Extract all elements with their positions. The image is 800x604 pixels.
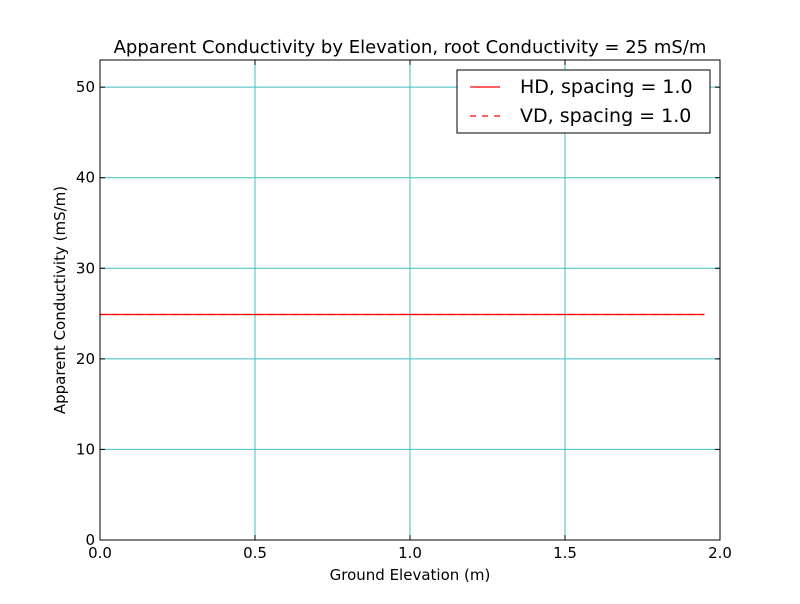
x-tick-label-1: 0.5 bbox=[243, 544, 267, 562]
axis-ticks: 0.0 0.5 1.0 1.5 2.0 0 10 20 30 40 50 bbox=[76, 60, 732, 562]
x-axis-label: Ground Elevation (m) bbox=[330, 566, 491, 584]
legend-label-vd: VD, spacing = 1.0 bbox=[520, 105, 691, 127]
y-axis-label: Apparent Conductivity (mS/m) bbox=[51, 186, 69, 414]
legend: HD, spacing = 1.0 VD, spacing = 1.0 bbox=[456, 69, 711, 134]
x-tick-label-0: 0.0 bbox=[88, 544, 112, 562]
x-tick-label-4: 2.0 bbox=[708, 544, 732, 562]
y-tick-label-5: 50 bbox=[76, 78, 95, 96]
x-tick-label-3: 1.5 bbox=[553, 544, 577, 562]
y-tick-label-2: 20 bbox=[76, 350, 95, 368]
x-tick-label-2: 1.0 bbox=[398, 544, 422, 562]
y-tick-label-3: 30 bbox=[76, 259, 95, 277]
y-tick-label-0: 0 bbox=[85, 531, 95, 549]
y-tick-label-1: 10 bbox=[76, 440, 95, 458]
legend-label-hd: HD, spacing = 1.0 bbox=[520, 76, 693, 98]
legend-box bbox=[456, 69, 711, 134]
y-tick-label-4: 40 bbox=[76, 169, 95, 187]
chart-title: Apparent Conductivity by Elevation, root… bbox=[114, 37, 707, 58]
